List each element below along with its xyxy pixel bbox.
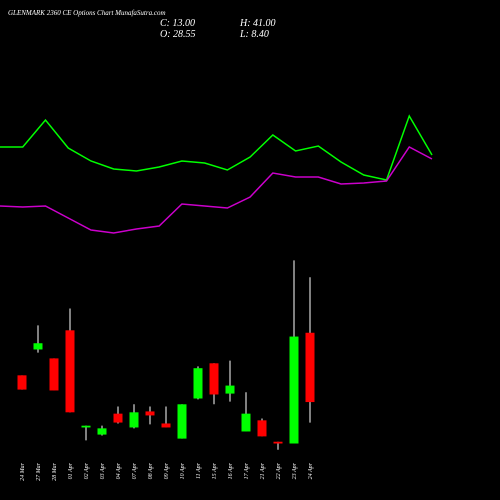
- x-tick-label: 11 Apr: [196, 462, 202, 479]
- candle-body: [305, 332, 315, 403]
- candle-body: [113, 413, 123, 423]
- candle-body: [161, 423, 171, 428]
- ohlc-label: O: 28.55: [160, 29, 196, 40]
- candle-body: [81, 425, 91, 428]
- candle-body: [97, 428, 107, 435]
- candle-body: [145, 411, 155, 416]
- x-tick-label: 04 Apr: [115, 462, 122, 479]
- x-tick-label: 24 Apr: [307, 462, 314, 479]
- ohlc-label: H: 41.00: [239, 18, 276, 29]
- x-tick-label: 27 Mar: [36, 462, 42, 480]
- candle-body: [225, 385, 235, 394]
- candle-body: [241, 413, 251, 432]
- x-tick-label: 22 Apr: [276, 462, 282, 479]
- candle-body: [273, 441, 283, 444]
- x-tick-label: 23 Apr: [292, 462, 298, 479]
- x-tick-label: 02 Apr: [84, 462, 90, 479]
- candle-body: [65, 330, 75, 413]
- x-tick-label: 09 Apr: [164, 462, 170, 479]
- x-tick-label: 21 Apr: [260, 462, 266, 479]
- chart-title: GLENMARK 2360 CE Options Chart MunafaSut…: [8, 9, 166, 17]
- candle-body: [289, 336, 299, 444]
- x-tick-label: 03 Apr: [100, 462, 106, 479]
- candle-body: [33, 343, 43, 350]
- x-tick-label: 07 Apr: [132, 462, 138, 479]
- candle-body: [193, 368, 203, 399]
- x-tick-label: 01 Apr: [68, 462, 74, 479]
- x-tick-label: 28 Mar: [52, 462, 58, 480]
- candle-body: [257, 420, 267, 437]
- indicator-line: [0, 146, 433, 234]
- ohlc-label: L: 8.40: [239, 29, 269, 40]
- x-tick-label: 15 Apr: [212, 462, 218, 479]
- x-tick-label: 17 Apr: [244, 462, 250, 479]
- x-tick-label: 16 Apr: [228, 462, 234, 479]
- ohlc-label: C: 13.00: [160, 18, 195, 29]
- indicator-line: [0, 114, 433, 181]
- candle-body: [129, 412, 139, 428]
- x-tick-label: 08 Apr: [148, 462, 154, 479]
- candle-body: [17, 375, 27, 390]
- x-tick-label: 10 Apr: [180, 462, 186, 479]
- candle-body: [209, 363, 219, 395]
- candle-body: [49, 358, 59, 391]
- x-tick-label: 24 Mar: [19, 462, 26, 480]
- candle-body: [177, 404, 187, 439]
